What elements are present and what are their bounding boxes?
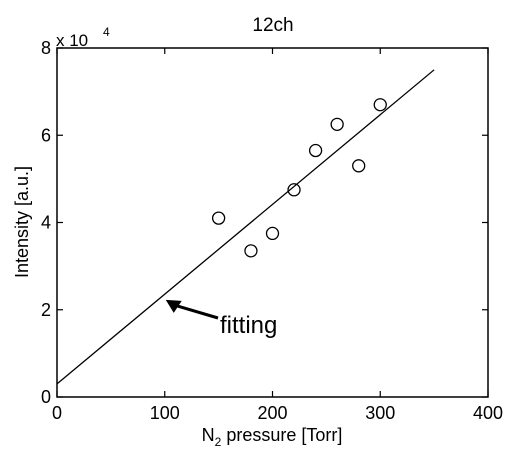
annotation-arrow-shaft	[176, 304, 219, 320]
x-axis-label: N2 pressure [Torr]	[202, 425, 343, 449]
data-point	[244, 244, 258, 258]
annotation-arrow-head	[165, 299, 182, 313]
y-multiplier-exp: 4	[103, 25, 110, 39]
data-points	[211, 98, 387, 258]
fit-line-group	[56, 69, 435, 385]
data-point	[373, 98, 387, 112]
y-tick-label: 0	[41, 387, 51, 407]
data-point	[211, 211, 226, 225]
y-tick-label: 2	[41, 300, 51, 320]
y-axis-label: Intensity [a.u.]	[12, 166, 32, 278]
x-axis-label-sub: 2	[215, 435, 222, 449]
x-axis-label-rest: pressure [Torr]	[221, 425, 342, 445]
y-tick-label: 8	[41, 38, 51, 58]
y-tick-label: 4	[41, 213, 51, 233]
x-tick-label: 400	[473, 403, 503, 423]
x-tick-label: 0	[52, 403, 62, 423]
data-point	[287, 183, 301, 197]
data-point	[352, 159, 366, 173]
fit-line	[56, 69, 435, 385]
annotation-text: fitting	[220, 312, 277, 339]
plot-frame	[56, 47, 489, 398]
y-multiplier: x 10 4	[56, 25, 110, 50]
chart-title: 12ch	[252, 15, 293, 36]
data-point	[265, 226, 280, 241]
y-multiplier-base: x 10	[56, 31, 88, 50]
x-tick-label: 300	[365, 403, 395, 423]
annotation-group: fitting	[165, 299, 277, 339]
axis-ticks: 0 100 200 300 400 0 2 4 6 8	[41, 38, 503, 423]
data-point	[330, 117, 344, 131]
x-tick-label: 100	[150, 403, 180, 423]
data-point	[308, 143, 323, 158]
y-tick-label: 6	[41, 125, 51, 145]
x-tick-label: 200	[257, 403, 287, 423]
x-axis-label-main: N	[202, 425, 215, 445]
